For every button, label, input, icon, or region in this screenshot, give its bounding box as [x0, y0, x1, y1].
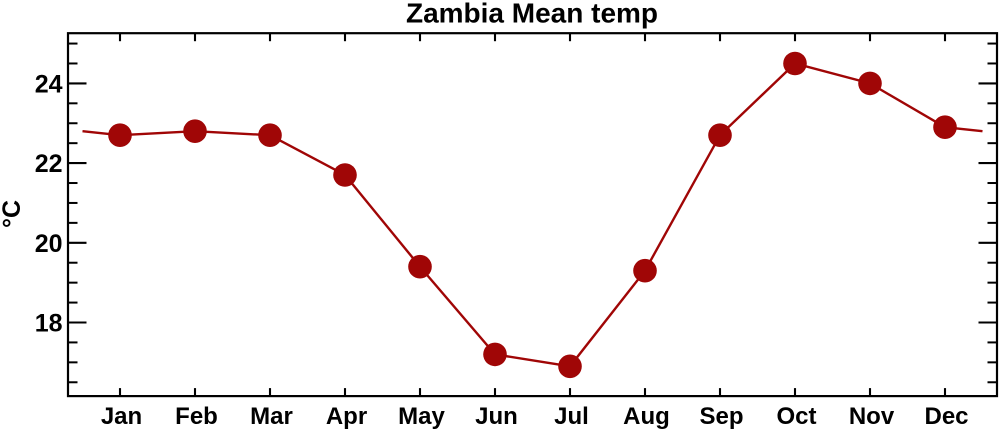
svg-text:24: 24: [35, 71, 63, 99]
svg-text:Zambia Mean temp: Zambia Mean temp: [406, 0, 658, 29]
svg-text:Dec: Dec: [924, 403, 968, 430]
svg-text:22: 22: [35, 150, 63, 178]
svg-text:Sep: Sep: [699, 403, 743, 430]
svg-text:Jun: Jun: [475, 403, 518, 430]
svg-text:Jul: Jul: [554, 403, 589, 430]
svg-text:Nov: Nov: [849, 403, 895, 430]
svg-text:Apr: Apr: [326, 403, 367, 430]
svg-text:Oct: Oct: [776, 403, 816, 430]
svg-text:18: 18: [35, 310, 63, 338]
svg-text:Mar: Mar: [250, 403, 293, 430]
svg-text:May: May: [398, 403, 445, 430]
svg-text:Jan: Jan: [101, 403, 142, 430]
svg-text:°C: °C: [0, 200, 26, 228]
svg-text:Aug: Aug: [623, 403, 670, 430]
svg-text:20: 20: [35, 230, 63, 258]
svg-text:Feb: Feb: [175, 403, 218, 430]
